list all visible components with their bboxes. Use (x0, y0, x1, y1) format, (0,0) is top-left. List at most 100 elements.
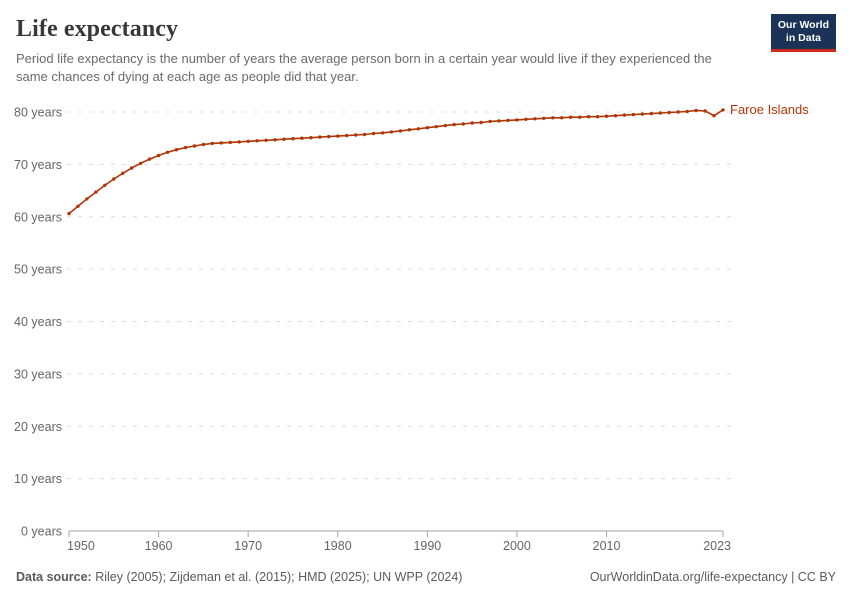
data-point-2007 (578, 115, 582, 119)
y-tick-label-0: 0 years (21, 525, 62, 539)
y-tick-label-50: 50 years (14, 263, 62, 277)
data-source-note: Data source: Riley (2005); Zijdeman et a… (16, 570, 462, 584)
y-tick-label-40: 40 years (14, 315, 62, 329)
data-point-1950 (67, 211, 71, 216)
data-point-1964 (192, 144, 197, 148)
data-point-2002 (533, 117, 537, 121)
data-point-1969 (237, 140, 241, 144)
data-point-2022 (712, 114, 716, 118)
data-point-1990 (425, 126, 430, 130)
x-tick-label-1960: 1960 (145, 539, 173, 553)
data-point-2001 (524, 117, 528, 122)
data-point-1992 (443, 123, 447, 128)
x-tick-label-2010: 2010 (593, 539, 621, 553)
data-point-1981 (345, 133, 349, 138)
data-point-1970 (246, 139, 250, 143)
data-point-2008 (586, 115, 591, 119)
data-point-1962 (174, 148, 179, 152)
x-tick-label-1990: 1990 (413, 539, 441, 553)
data-point-1999 (506, 118, 510, 123)
data-point-1985 (380, 131, 385, 135)
data-point-1959 (147, 157, 152, 161)
y-tick-label-80: 80 years (14, 106, 62, 120)
data-point-1955 (112, 177, 116, 181)
data-point-2018 (676, 110, 680, 114)
owid-logo-line2: in Data (785, 32, 821, 45)
y-tick-label-60: 60 years (14, 210, 62, 224)
data-point-1991 (434, 125, 438, 129)
data-point-2011 (613, 114, 618, 118)
data-point-1988 (407, 128, 412, 132)
data-point-1973 (273, 138, 277, 142)
data-point-2009 (595, 115, 600, 119)
page-title: Life expectancy (16, 16, 179, 42)
x-tick-label-1970: 1970 (234, 539, 262, 553)
owid-logo-line1: Our World (777, 19, 829, 31)
chart-subtitle: Period life expectancy is the number of … (16, 51, 712, 85)
data-point-2010 (604, 114, 609, 118)
data-point-1954 (103, 183, 107, 187)
data-point-2012 (622, 113, 627, 117)
data-point-1978 (318, 135, 322, 139)
y-tick-label-70: 70 years (14, 158, 62, 172)
data-point-2016 (658, 111, 662, 115)
x-tick-label-1950: 1950 (67, 539, 95, 553)
data-point-1951 (76, 204, 80, 208)
data-point-1996 (479, 120, 483, 125)
data-point-1979 (327, 134, 331, 139)
owid-logo: Our World in Data (770, 14, 836, 53)
data-point-1980 (336, 134, 340, 138)
data-point-2000 (515, 118, 519, 122)
series-label: Faroe Islands (730, 102, 809, 117)
data-point-1975 (291, 137, 295, 141)
data-point-1963 (183, 145, 188, 150)
data-point-1987 (398, 129, 403, 133)
data-point-1966 (210, 141, 214, 146)
y-tick-label-30: 30 years (14, 367, 62, 381)
data-point-2020 (694, 108, 698, 113)
data-point-1982 (354, 133, 358, 137)
data-point-2017 (667, 110, 671, 115)
data-point-1953 (94, 190, 98, 194)
data-point-1971 (255, 139, 259, 143)
data-point-2013 (631, 112, 636, 117)
data-point-1956 (121, 171, 125, 175)
data-point-1977 (309, 136, 313, 140)
y-tick-label-10: 10 years (14, 472, 62, 486)
x-tick-label-1980: 1980 (324, 539, 352, 553)
data-point-2023 (721, 108, 725, 112)
data-point-1976 (300, 136, 304, 140)
data-point-2015 (649, 111, 653, 116)
trend-line-faroe-islands (68, 109, 724, 215)
data-point-1972 (264, 138, 268, 142)
data-source-label: Data source: (16, 570, 92, 584)
data-point-2006 (569, 115, 573, 119)
data-point-1961 (165, 150, 170, 154)
data-point-1998 (497, 119, 501, 123)
data-point-2014 (640, 112, 645, 116)
data-point-1974 (282, 137, 286, 141)
data-point-1965 (201, 142, 206, 147)
data-point-1967 (219, 141, 223, 145)
data-source-text: Riley (2005); Zijdeman et al. (2015); HM… (91, 570, 463, 584)
data-point-2021 (703, 109, 707, 113)
data-point-1994 (461, 122, 465, 126)
chart-header: Life expectancy Period life expectancy i… (0, 0, 850, 86)
data-point-1993 (452, 122, 456, 127)
data-point-2019 (685, 109, 689, 114)
data-point-1958 (139, 161, 143, 165)
data-point-2005 (560, 116, 564, 120)
data-point-1960 (156, 153, 161, 158)
rights-note: OurWorldinData.org/life-expectancy | CC … (589, 570, 836, 584)
data-point-1995 (470, 121, 474, 125)
data-point-1983 (362, 132, 367, 137)
data-point-2004 (551, 116, 555, 120)
y-tick-label-20: 20 years (14, 420, 62, 434)
chart-footer: Data source: Riley (2005); Zijdeman et a… (16, 570, 836, 584)
data-point-1984 (371, 131, 376, 136)
x-tick-label-2023: 2023 (703, 539, 731, 553)
data-point-1968 (228, 140, 232, 145)
data-point-2003 (542, 116, 546, 121)
data-point-1989 (416, 127, 421, 131)
